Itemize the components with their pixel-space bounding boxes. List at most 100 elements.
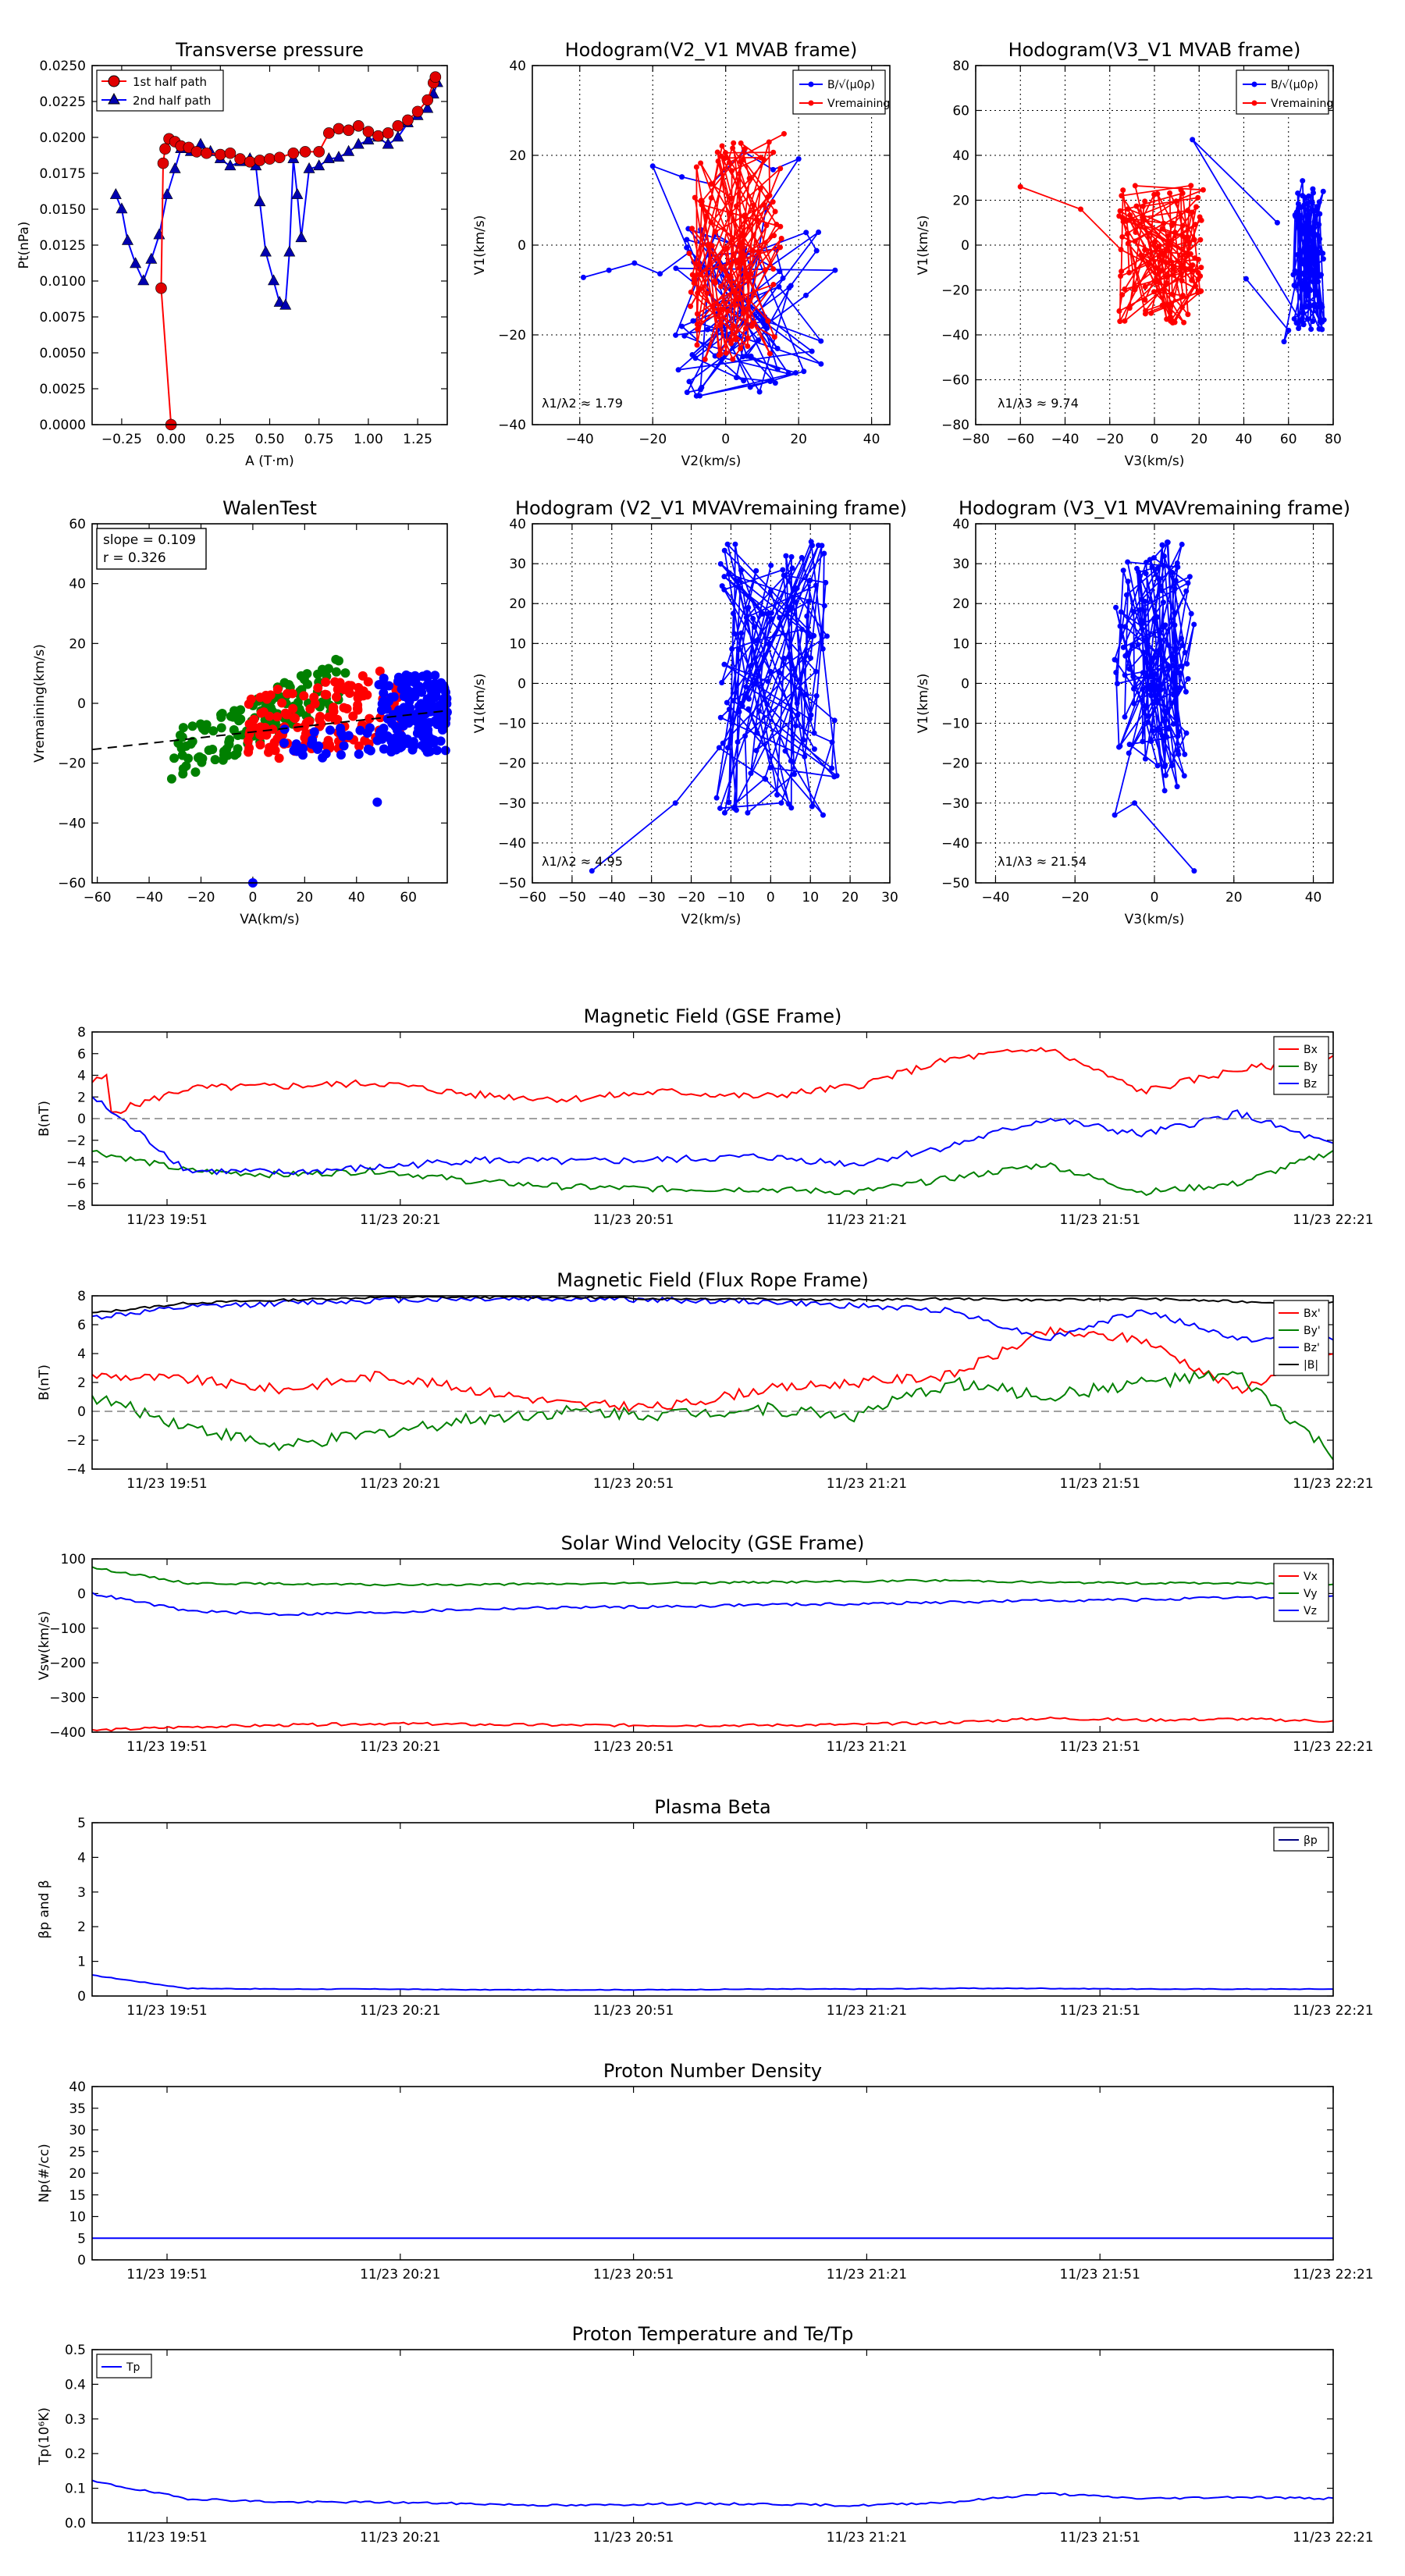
tp-marker-1st <box>190 146 203 158</box>
dens-xtick-label: 11/23 19:51 <box>126 2267 207 2282</box>
tp-legend-label-1st: 1st half path <box>133 75 207 89</box>
h5-series-point <box>1160 600 1166 606</box>
h5-series-point <box>1165 726 1172 732</box>
h3-series-b-point <box>1190 137 1196 143</box>
h5-ytick-label: −50 <box>941 876 969 891</box>
h4-series-point <box>821 603 827 609</box>
walen-point-red <box>342 703 352 713</box>
walen-point-blue <box>379 744 389 754</box>
walen-point-red <box>270 745 280 756</box>
h4-series-point <box>753 748 759 754</box>
walen-point-green <box>169 753 180 763</box>
h5-series-point <box>1160 657 1166 664</box>
h3-panel: Hodogram(V3_V1 MVAB frame) −80 −60 −40 −20 0 2… <box>916 39 1342 469</box>
h4-series-point <box>753 568 759 574</box>
h5-ytick-label: 0 <box>961 676 969 692</box>
h4-series-point <box>724 541 731 547</box>
h3-series-v-point <box>1168 222 1175 229</box>
h2-series-b-point <box>748 353 754 359</box>
h2-series-v-point <box>698 272 704 278</box>
h4-series-point <box>743 684 749 690</box>
tp-ytick-label: 0.0100 <box>40 274 86 290</box>
h2-series-v-point <box>722 150 728 156</box>
h5-series-point <box>1169 569 1176 575</box>
beta-xtick-label: 11/23 20:51 <box>593 2003 674 2019</box>
h2-series-v-point <box>709 243 715 249</box>
h5-series-point <box>1141 649 1147 656</box>
h4-series-point <box>730 698 736 704</box>
h2-series-v-point <box>757 186 763 192</box>
walen-point-blue <box>400 683 410 693</box>
h2-series-b-point <box>692 355 699 361</box>
h3-xtick-label: 0 <box>1151 432 1159 447</box>
h3-series-v-point <box>1161 220 1167 226</box>
walen-point-blue <box>422 694 432 704</box>
tp-plot-bg <box>92 66 447 425</box>
h3-series-b-point <box>1314 204 1320 210</box>
vel-plot-bg <box>92 1559 1333 1732</box>
h4-ytick-label: −40 <box>498 836 526 852</box>
h5-series-point <box>1143 571 1149 577</box>
dens-ytick-label: 35 <box>69 2101 86 2117</box>
walen-point-blue <box>390 721 400 731</box>
h2-legend-marker-b <box>808 81 814 87</box>
h2-series-v-point <box>771 233 777 239</box>
walen-point-red <box>244 699 254 710</box>
walen-point-blue-low <box>312 744 322 754</box>
h3-series-v-point <box>1138 252 1144 258</box>
h2-series-b-point <box>832 267 838 273</box>
h3-series-b-point <box>1310 186 1316 192</box>
h3-xtick-label: −80 <box>962 432 990 447</box>
h5-series-point <box>1139 621 1145 627</box>
tp-marker-1st <box>352 119 365 132</box>
walen-point-green <box>208 745 218 755</box>
walen-point-red <box>244 747 254 757</box>
h2-series-v-point <box>694 342 700 348</box>
h5-series-point <box>1122 653 1129 659</box>
h3-xtick-label: −20 <box>1096 432 1124 447</box>
h3-series-b-point <box>1312 292 1318 298</box>
h2-series-v-point <box>689 226 695 232</box>
h3-legend-box <box>1236 69 1329 115</box>
tp-marker-1st <box>215 148 226 161</box>
h4-series-point <box>743 614 749 621</box>
h3-series-b-point <box>1293 213 1299 219</box>
mag-fr-frame <box>91 1295 1334 1470</box>
h2-ytick-label: 40 <box>509 59 526 74</box>
h2-series-v-point <box>762 267 768 273</box>
h4-series-point <box>794 700 800 706</box>
vel-xtick-label: 11/23 19:51 <box>126 1739 207 1755</box>
h3-series-v-point <box>1163 260 1169 266</box>
h5-series-point <box>1165 663 1171 669</box>
vel-series-vz <box>91 1592 1334 1617</box>
h2-series-v-point <box>710 304 716 310</box>
h3-series-v-point <box>1142 247 1148 253</box>
temp-ytick-label: 0.5 <box>65 2343 86 2358</box>
walen-point-red <box>375 666 385 676</box>
mag-gse-ytick-label: −4 <box>66 1155 86 1171</box>
h3-series-v-point <box>1165 233 1171 239</box>
h4-series-point <box>801 737 807 743</box>
tp-marker-1st <box>224 147 237 159</box>
dens-ytick-label: 15 <box>69 2188 86 2204</box>
walen-xtick-label: 60 <box>400 890 417 906</box>
h3-series-v-point <box>1159 226 1165 232</box>
walen-point-blue <box>379 688 389 698</box>
h3-series-v-point <box>1186 251 1192 258</box>
h3-series-v-point <box>1188 183 1194 189</box>
h4-series-point <box>803 653 809 659</box>
h5-series-point <box>1136 569 1142 575</box>
walen-panel: WalenTest −60 −40 −20 0 20 40 60 −60 −40 −20 0 20 40 6… <box>32 497 452 927</box>
walen-point-blue-low <box>279 724 290 735</box>
h2-series-b-point <box>777 269 783 275</box>
tp-marker-1st <box>313 146 325 158</box>
walen-point-red <box>299 691 309 701</box>
h2-series-v-point <box>732 302 738 308</box>
h5-ytick-label: −40 <box>941 836 969 852</box>
h5-ytick-label: −20 <box>941 756 969 772</box>
h2-series-v-point <box>719 306 725 312</box>
beta-title: Plasma Beta <box>654 1796 770 1818</box>
beta-ytick-label: 2 <box>77 1920 86 1935</box>
h2-series-v-point <box>781 130 787 137</box>
walen-point-green <box>224 739 234 749</box>
